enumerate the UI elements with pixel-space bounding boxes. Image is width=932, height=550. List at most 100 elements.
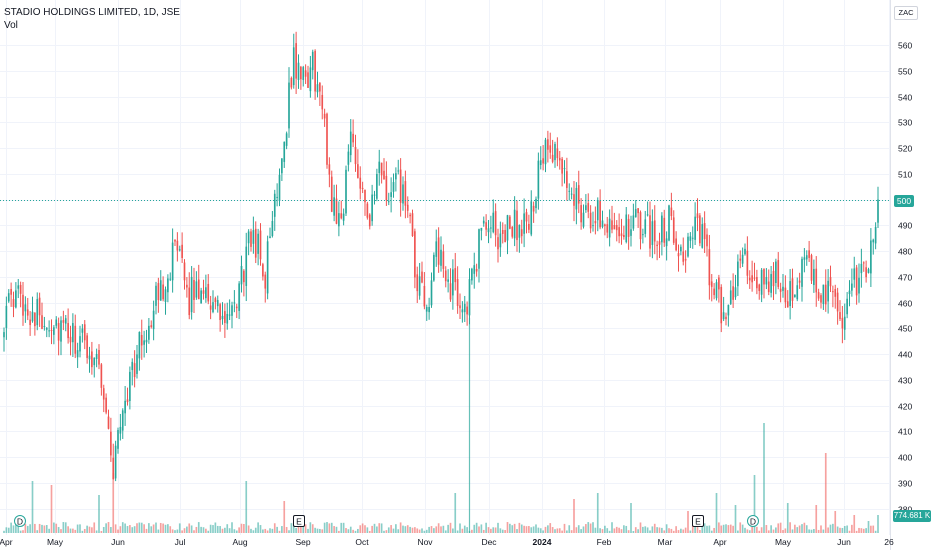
- candle-body: [131, 361, 134, 371]
- candle: [827, 269, 829, 314]
- candle-body: [91, 351, 93, 368]
- candle: [338, 201, 340, 237]
- candle: [746, 236, 749, 285]
- candle: [620, 218, 623, 245]
- candle-body: [399, 169, 402, 203]
- symbol-title[interactable]: STADIO HOLDINGS LIMITED, 1D, JSE: [4, 7, 180, 18]
- candle: [456, 266, 459, 314]
- earnings-marker[interactable]: E: [293, 515, 305, 527]
- candle-body: [758, 284, 761, 292]
- volume-bar: [34, 523, 36, 533]
- candle-body: [589, 212, 592, 229]
- candle-body: [81, 328, 84, 333]
- candle: [653, 205, 656, 255]
- candle-body: [763, 269, 765, 285]
- candle-body: [383, 170, 385, 180]
- candle-body: [599, 200, 601, 228]
- candle: [67, 308, 69, 344]
- volume-bar: [789, 522, 791, 533]
- candle: [803, 248, 806, 273]
- candle-body: [832, 291, 834, 293]
- candle: [670, 192, 673, 221]
- candle: [19, 281, 22, 308]
- candle-body: [528, 223, 530, 230]
- candle-body: [321, 94, 324, 110]
- candle-body: [178, 249, 181, 251]
- candle-body: [497, 237, 499, 250]
- candle-body: [200, 290, 202, 304]
- price-tick-label: 440: [898, 350, 912, 360]
- volume-bar: [573, 499, 575, 533]
- candle: [349, 119, 352, 163]
- earnings-marker[interactable]: E: [692, 515, 704, 527]
- candle: [677, 244, 680, 272]
- candle-body: [570, 193, 573, 195]
- candle-body: [164, 289, 167, 302]
- candle: [387, 192, 390, 206]
- currency-label[interactable]: ZAC: [894, 6, 918, 20]
- volume-value-tag: 774.681 K: [893, 510, 931, 522]
- candle: [55, 316, 58, 329]
- candle: [15, 282, 17, 309]
- volume-bar: [214, 522, 217, 533]
- price-axis[interactable]: 3803904004104204304404504604704804905005…: [898, 41, 912, 515]
- candle: [411, 209, 414, 237]
- volume-bar: [611, 522, 613, 533]
- candle-body: [219, 304, 221, 321]
- candle-body: [779, 288, 782, 292]
- candle-body: [259, 230, 262, 260]
- candle: [105, 393, 107, 415]
- volume-bar: [19, 530, 22, 533]
- candle: [190, 266, 193, 320]
- dividend-marker[interactable]: D: [14, 515, 26, 527]
- candle-body: [416, 274, 419, 292]
- candle: [307, 65, 309, 88]
- volume-bar: [259, 525, 262, 533]
- volume-bar: [387, 527, 390, 533]
- candle: [311, 49, 314, 80]
- candle-body: [15, 290, 17, 308]
- candle-body: [285, 133, 288, 146]
- candle: [699, 213, 701, 247]
- volume-bar: [200, 526, 202, 533]
- volume-bar: [74, 529, 77, 533]
- candle: [563, 160, 566, 184]
- candle-body: [380, 162, 383, 176]
- candle-body: [706, 234, 708, 247]
- volume-bar: [3, 530, 5, 533]
- candle-body: [459, 305, 461, 309]
- candle: [547, 130, 549, 163]
- volume-bar: [290, 523, 293, 533]
- time-axis[interactable]: Apr May Jun Jul Aug Sep Oct Nov Dec 2024 Feb Mar Apr…: [0, 537, 894, 547]
- volume-bar: [395, 524, 397, 533]
- volume-bar: [689, 530, 692, 533]
- volume-bar: [190, 525, 193, 533]
- candle-body: [64, 318, 67, 324]
- candle-body: [392, 182, 395, 192]
- dividend-marker[interactable]: D: [747, 515, 759, 527]
- volume-bar: [499, 528, 502, 533]
- volume-bar: [433, 528, 435, 533]
- candle-body: [148, 325, 150, 340]
- volume-bar: [471, 529, 473, 533]
- candle: [402, 176, 404, 211]
- volume-bar: [354, 530, 357, 533]
- candle-body: [798, 280, 801, 283]
- candle: [585, 194, 587, 213]
- volume-bar: [321, 529, 324, 533]
- candle-body: [186, 284, 188, 288]
- candle: [561, 156, 563, 187]
- candle: [580, 198, 582, 230]
- candle-body: [751, 275, 753, 283]
- volume-bar: [485, 522, 487, 533]
- price-tick-label: 510: [898, 170, 912, 180]
- candle-body: [150, 325, 153, 328]
- candle-body: [264, 274, 267, 289]
- candle: [186, 277, 188, 298]
- volume-bar: [383, 530, 385, 533]
- candle-body: [860, 263, 863, 274]
- candle-body: [615, 224, 618, 231]
- volume-indicator-label[interactable]: Vol: [4, 20, 18, 31]
